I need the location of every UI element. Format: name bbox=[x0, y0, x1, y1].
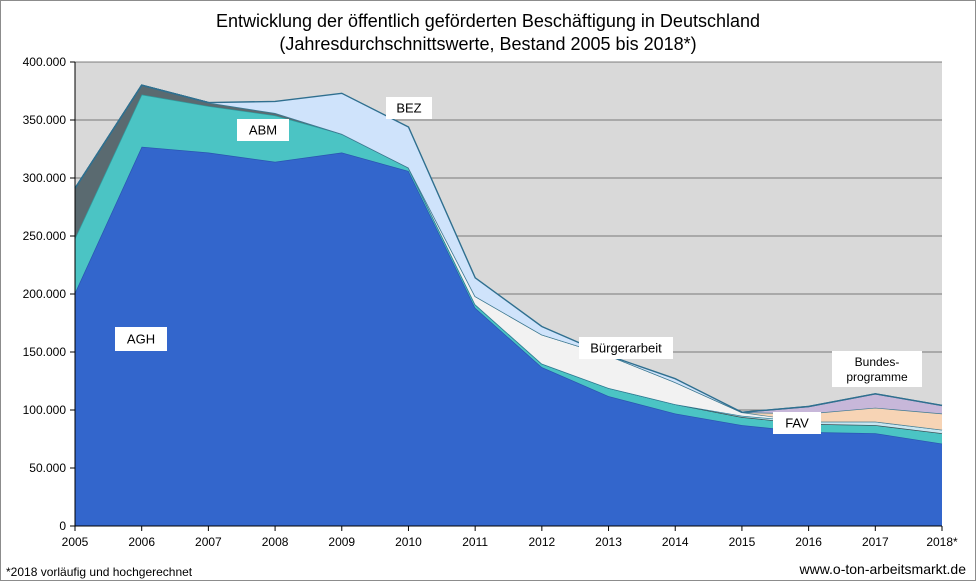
series-labels: AGH ABM BEZ Bürgerarbeit FAV Bundes-programme bbox=[115, 97, 922, 434]
label-abm: ABM bbox=[237, 119, 289, 141]
chart-subtitle: (Jahresdurchschnittswerte, Bestand 2005 … bbox=[279, 34, 697, 54]
label-text: Bundes- bbox=[855, 355, 900, 369]
y-tick-label: 50.000 bbox=[29, 461, 66, 475]
label-text: BEZ bbox=[396, 101, 421, 116]
label-bundes: Bundes-programme bbox=[832, 351, 922, 387]
y-tick-label: 200.000 bbox=[23, 287, 67, 301]
y-tick-label: 100.000 bbox=[23, 403, 67, 417]
label-box bbox=[237, 119, 289, 141]
label-text: ABM bbox=[249, 123, 277, 138]
x-tick-label: 2018* bbox=[926, 535, 958, 549]
label-box bbox=[115, 327, 167, 351]
x-tick-label: 2009 bbox=[328, 535, 355, 549]
label-agh: AGH bbox=[115, 327, 167, 351]
label-bez: BEZ bbox=[386, 97, 432, 119]
series-area-agh bbox=[75, 146, 942, 526]
y-tick-label: 150.000 bbox=[23, 345, 67, 359]
chart-title: Entwicklung der öffentlich geförderten B… bbox=[215, 11, 760, 31]
label-fav: FAV bbox=[773, 412, 821, 434]
y-tick-label: 400.000 bbox=[23, 55, 67, 69]
y-tick-label: 350.000 bbox=[23, 113, 67, 127]
label-text: programme bbox=[846, 370, 908, 384]
x-tick-label: 2006 bbox=[128, 535, 155, 549]
label-box bbox=[832, 351, 922, 387]
label-bürgerarbeit: Bürgerarbeit bbox=[579, 337, 673, 359]
y-tick-label: 0 bbox=[59, 519, 66, 533]
website-credit: www.o-ton-arbeitsmarkt.de bbox=[799, 561, 966, 577]
x-tick-label: 2015 bbox=[729, 535, 756, 549]
x-tick-label: 2008 bbox=[262, 535, 289, 549]
label-text: FAV bbox=[785, 416, 809, 431]
label-box bbox=[773, 412, 821, 434]
label-text: Bürgerarbeit bbox=[590, 341, 662, 356]
x-tick-label: 2017 bbox=[862, 535, 889, 549]
label-box bbox=[579, 337, 673, 359]
x-tick-label: 2013 bbox=[595, 535, 622, 549]
x-tick-label: 2016 bbox=[795, 535, 822, 549]
axes: 0 50.000 100.000 150.000 200.000 250.000 300.0… bbox=[23, 55, 958, 549]
y-tick-label: 300.000 bbox=[23, 171, 67, 185]
label-text: AGH bbox=[127, 332, 155, 347]
x-tick-label: 2014 bbox=[662, 535, 689, 549]
series-edge bbox=[74, 84, 943, 414]
series-area-abm bbox=[75, 94, 942, 444]
x-tick-label: 2012 bbox=[528, 535, 555, 549]
y-tick-label: 250.000 bbox=[23, 229, 67, 243]
x-tick-label: 2005 bbox=[62, 535, 89, 549]
footnote: *2018 vorläufig und hochgerechnet bbox=[6, 565, 193, 579]
x-tick-label: 2011 bbox=[462, 535, 488, 549]
x-tick-label: 2007 bbox=[195, 535, 222, 549]
label-box bbox=[386, 97, 432, 119]
x-tick-label: 2010 bbox=[395, 535, 422, 549]
